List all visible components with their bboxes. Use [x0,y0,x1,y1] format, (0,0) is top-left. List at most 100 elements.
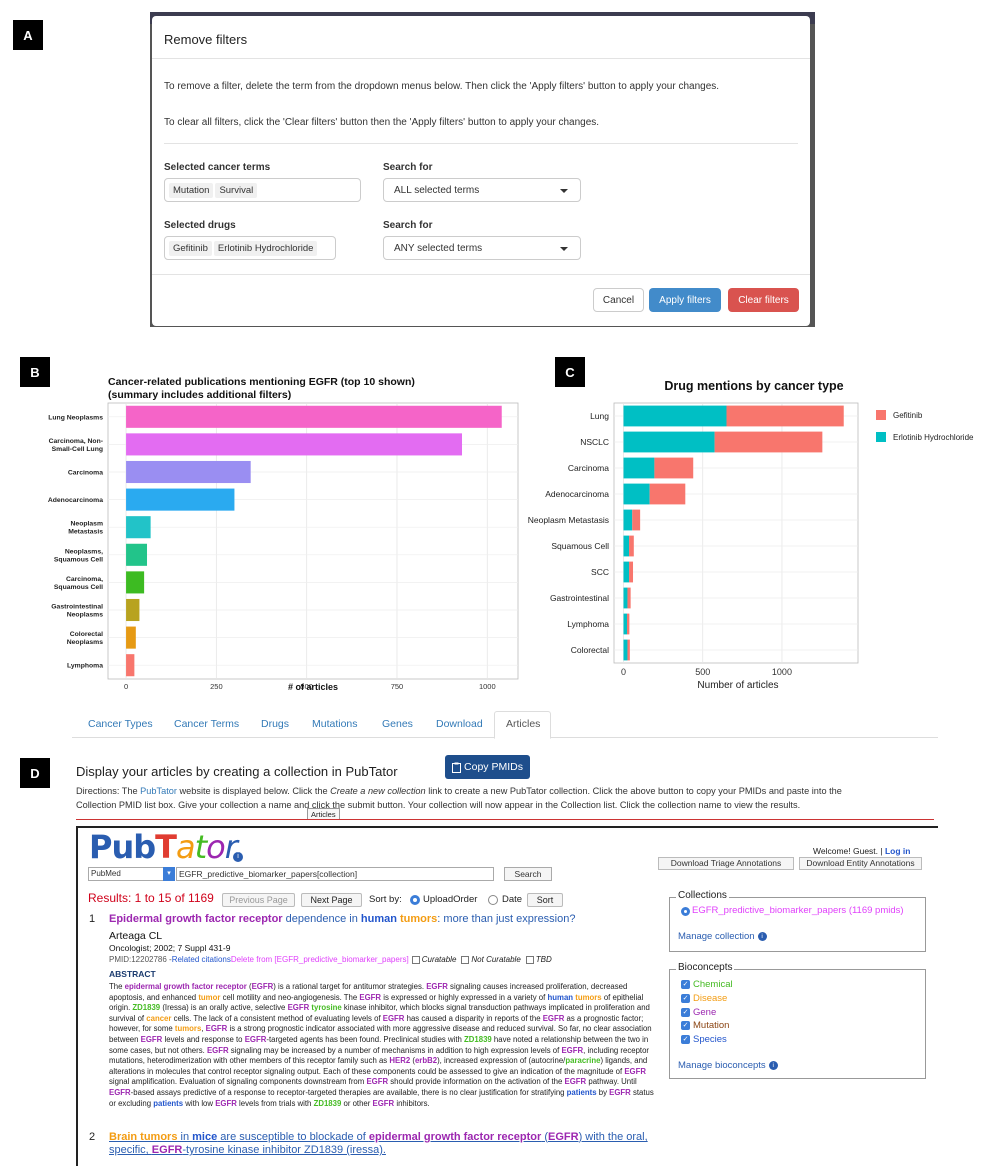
text-segment: cell motility and neo-angiogenesis. The [220,992,360,1002]
text-segment: levels and response to [162,1034,245,1044]
manage-bioconcepts-link[interactable]: Manage bioconcepts i [678,1060,778,1071]
bar-segment [627,587,631,609]
bar-segment [649,483,686,505]
bioconcept-species[interactable]: ✓ Species [681,1034,727,1045]
entity-gene: EGFR [564,1077,587,1087]
bar-segment [632,509,641,531]
results-count: Results: 1 to 15 of 1169 [88,891,214,905]
text-segment: is expressed or highly expressed in a va… [381,992,548,1002]
database-select[interactable]: PubMed [88,867,175,881]
entity-species: human [547,992,574,1002]
collection-radio[interactable] [681,907,690,916]
text-segment: levels from trials with [236,1098,314,1108]
pubtator-link[interactable]: PubTator [140,786,177,796]
footer-divider [152,274,810,275]
bar [126,516,151,539]
text-segment: by [596,1087,610,1097]
entity-gene: HER2 [389,1056,411,1066]
welcome-guest: Welcome! Guest. | [813,846,885,856]
tab-articles[interactable]: Articles [506,718,541,730]
clear-filters-button[interactable]: Clear filters [728,288,799,312]
remove-filters-modal: Remove filters To remove a filter, delet… [152,16,810,326]
query-input[interactable]: EGFR_predictive_biomarker_papers[collect… [176,867,494,881]
tag-gefitinib[interactable]: Gefitinib [169,240,212,256]
radio-upload-order[interactable] [410,895,420,905]
previous-page-button[interactable]: Previous Page [222,893,295,907]
bar-segment [623,457,655,479]
articles-heading: Display your articles by creating a coll… [76,764,398,779]
bar-segment [654,457,694,479]
text-segment: specific, [109,1144,152,1156]
category-label: Carcinoma, [66,576,103,583]
collections-box [669,897,926,952]
download-entity-button[interactable]: Download Entity Annotations [799,857,922,870]
chart-c-title: Drug mentions by cancer type [664,379,843,393]
chevron-down-icon[interactable]: ▾ [163,867,175,881]
bioconcept-species-label: Species [693,1034,727,1045]
checkbox-checked-icon[interactable]: ✓ [681,1035,690,1044]
search-for-drugs-select[interactable]: ANY selected terms [383,236,581,260]
tbd-checkbox[interactable] [525,955,534,964]
article-2-title-line-2[interactable]: specific, EGFR-tyrosine kinase inhibitor… [109,1144,386,1156]
tab-mutations[interactable]: Mutations [312,718,358,730]
checkbox-checked-icon[interactable]: ✓ [681,1021,690,1030]
info-icon[interactable]: i [233,852,243,862]
article-2-title-line-1[interactable]: Brain tumors in mice are susceptible to … [109,1131,648,1143]
download-triage-button[interactable]: Download Triage Annotations [658,857,794,870]
tab-drugs[interactable]: Drugs [261,718,290,730]
tab-cancer-terms[interactable]: Cancer Terms [174,718,240,730]
not-curatable-label: Not Curatable [471,955,521,964]
collection-item[interactable]: EGFR_predictive_biomarker_papers (1169 p… [692,905,904,916]
cancel-button[interactable]: Cancel [593,288,644,312]
text-segment: cells. The lack of a consistent method o… [171,1013,383,1023]
apply-filters-button[interactable]: Apply filters [649,288,721,312]
tab-cancer-types[interactable]: Cancer Types [88,718,153,730]
entity-gene: EGFR [140,1034,163,1044]
logo-t2: t [194,828,208,866]
checkbox-checked-icon[interactable]: ✓ [681,994,690,1003]
bioconcept-chemical[interactable]: ✓ Chemical [681,979,733,990]
article-1-title[interactable]: Epidermal growth factor receptor depende… [109,913,575,925]
directions-part-a: Directions: The [76,786,141,796]
bioconcept-chemical-label: Chemical [693,979,733,990]
next-page-button[interactable]: Next Page [301,893,362,907]
copy-pmids-button[interactable]: Copy PMIDs [445,755,530,779]
chevron-down-icon [560,247,568,251]
text-segment: ( [246,982,252,991]
radio-date[interactable] [488,895,498,905]
bar [126,654,135,677]
sort-button[interactable]: Sort [527,893,563,907]
related-citations-link[interactable]: Related citations [171,955,231,964]
login-link[interactable]: Log in [884,846,911,856]
logo-u: u [111,828,134,866]
bar-segment [623,639,628,661]
text-segment: , including receptor mutations, heterodi… [109,1045,650,1066]
delete-from-collection-link[interactable]: Delete from [EGFR_predictive_biomarker_p… [230,955,409,964]
tab-genes[interactable]: Genes [382,718,413,730]
entity-gene: EGFR [151,1144,183,1156]
bioconcept-mutation[interactable]: ✓ Mutation [681,1020,729,1031]
manage-collection-link[interactable]: Manage collection i [678,931,767,942]
cancer-terms-input[interactable]: Mutation Survival [164,178,361,202]
panel-label-a: A [13,20,43,50]
article-1-journal: Oncologist; 2002; 7 Suppl 431-9 [109,943,231,953]
bioconcept-gene[interactable]: ✓ Gene [681,1007,716,1018]
tag-mutation[interactable]: Mutation [169,182,214,198]
checkbox-checked-icon[interactable]: ✓ [681,980,690,989]
category-label: Neoplasms [67,612,103,619]
search-button[interactable]: Search [504,867,552,881]
entity-disease: Brain tumors [109,1131,178,1143]
drugs-input[interactable]: Gefitinib Erlotinib Hydrochloride [164,236,336,260]
tab-download[interactable]: Download [436,718,483,730]
not-curatable-checkbox[interactable] [461,955,470,964]
text-segment: The [109,982,125,991]
entity-gene: EGFR [426,982,448,991]
tag-survival[interactable]: Survival [215,182,258,198]
curatable-checkbox[interactable] [411,955,420,964]
panel-label-c: C [555,357,585,387]
entity-species: patients [153,1098,184,1108]
tag-erlotinib[interactable]: Erlotinib Hydrochloride [213,240,318,256]
checkbox-checked-icon[interactable]: ✓ [681,1008,690,1017]
search-for-cancer-select[interactable]: ALL selected terms [383,178,581,202]
bioconcept-disease[interactable]: ✓ Disease [681,993,727,1004]
